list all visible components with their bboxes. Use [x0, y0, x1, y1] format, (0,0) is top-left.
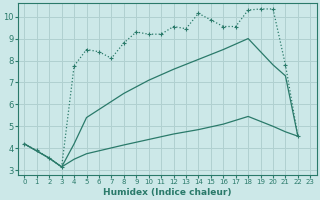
X-axis label: Humidex (Indice chaleur): Humidex (Indice chaleur)	[103, 188, 232, 197]
